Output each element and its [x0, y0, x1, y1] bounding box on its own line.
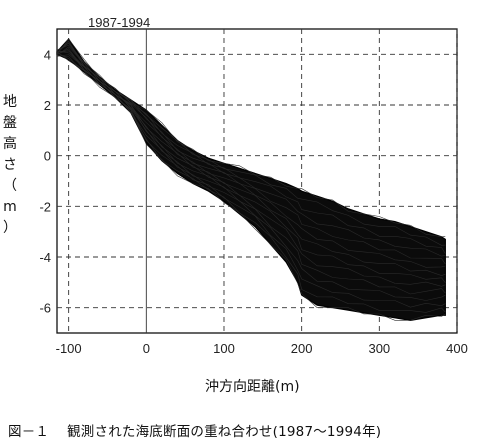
profile-line [56, 44, 446, 257]
profile-overlay-area [56, 38, 446, 321]
x-tick-label: 100 [213, 341, 235, 356]
profile-envelope [56, 38, 446, 321]
y-tick-label: -6 [39, 301, 51, 316]
axis-ticks: -100 0 100 200 300 400 4 2 0 -2 -4 -6 [39, 47, 467, 356]
x-tick-label: 300 [368, 341, 390, 356]
plot-area [56, 28, 458, 334]
y-tick-label: -4 [39, 250, 51, 265]
y-tick-label: 0 [44, 149, 51, 164]
x-tick-label: -100 [56, 341, 82, 356]
caption-text: 観測された海底断面の重ね合わせ(1987～1994年) [67, 424, 382, 440]
x-axis-label: 沖方向距離(m) [205, 379, 300, 395]
chart-title: 1987-1994 [88, 15, 150, 30]
y-axis-label: 地 盤 高 さ （ m ） [3, 94, 17, 236]
x-tick-label: 0 [143, 341, 150, 356]
y-tick-label: 2 [44, 98, 51, 113]
caption-number: 図－１ [8, 424, 50, 440]
figure-caption: 図－１ 観測された海底断面の重ね合わせ(1987～1994年) [8, 420, 381, 440]
x-tick-label: 200 [291, 341, 313, 356]
profile-line [56, 51, 446, 321]
profile-line [56, 50, 446, 287]
y-tick-label: -2 [39, 199, 51, 214]
x-tick-label: 400 [446, 341, 468, 356]
y-tick-label: 4 [44, 47, 51, 62]
